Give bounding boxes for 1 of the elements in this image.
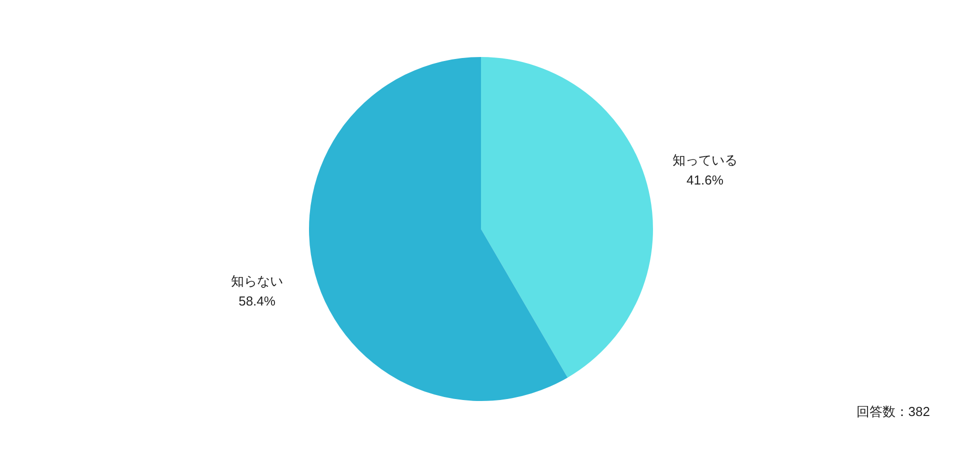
annotation: 回答数：382 — [856, 404, 930, 419]
